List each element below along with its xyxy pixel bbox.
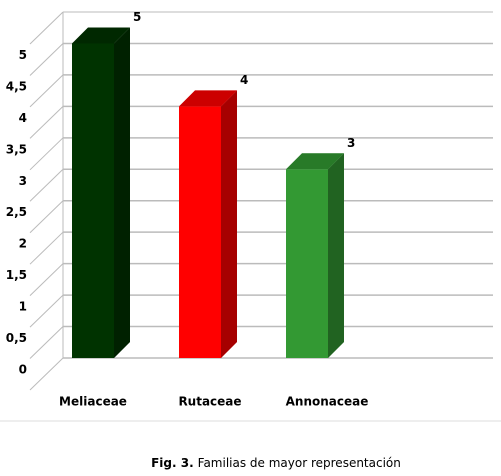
y-tick-label: 2 [19,237,27,251]
value-label: 4 [240,73,248,87]
x-tick-label: Rutaceae [178,395,241,409]
y-tick-label: 1 [19,300,27,314]
bar-side [328,153,344,358]
y-tick-label: 1,5 [6,268,27,282]
y-tick-label: 4,5 [6,79,27,93]
y-tick-label: 3,5 [6,142,27,156]
grid-diag [29,200,64,234]
x-tick-label: Annonaceae [286,395,369,409]
bar [286,169,328,358]
bar [179,106,221,358]
caption-label: Fig. 3. [151,456,194,470]
y-tick-label: 4 [19,111,27,125]
grid-diag [29,74,64,108]
y-tick-label: 3 [19,174,27,188]
bar-top [286,153,344,170]
grid-diag [29,326,64,359]
grid-diag [29,43,64,76]
bar [72,43,114,359]
bar-top [72,27,130,44]
grid-diag [29,294,64,328]
bar-side-shade [221,90,237,358]
x-tick-label: Meliaceae [59,395,127,409]
grid-diag [29,168,64,202]
bar-top-shade [286,153,344,170]
grid-diag [29,231,64,265]
grid-diag [29,137,64,171]
caption-block: Fig. 3. Familias de mayor representación [151,456,401,470]
grid-diag [29,357,64,391]
grid-diag [29,106,64,139]
bar-top-shade [179,90,237,107]
caption: Familias de mayor representación [198,456,401,470]
bar-side [114,27,130,358]
value-label: 5 [133,10,141,24]
y-tick-label: 0 [19,363,27,377]
y-tick-label: 2,5 [6,205,27,219]
wall-top-diag [29,11,64,45]
y-tick-label: 0,5 [6,331,27,345]
bar-top-shade [72,27,130,44]
bar-top [179,90,237,107]
bar-side [221,90,237,358]
y-tick-label: 5 [19,48,27,62]
bar-side-shade [114,27,130,358]
value-label: 3 [347,136,355,150]
grid-diag [29,263,64,296]
bar-side-shade [328,153,344,358]
